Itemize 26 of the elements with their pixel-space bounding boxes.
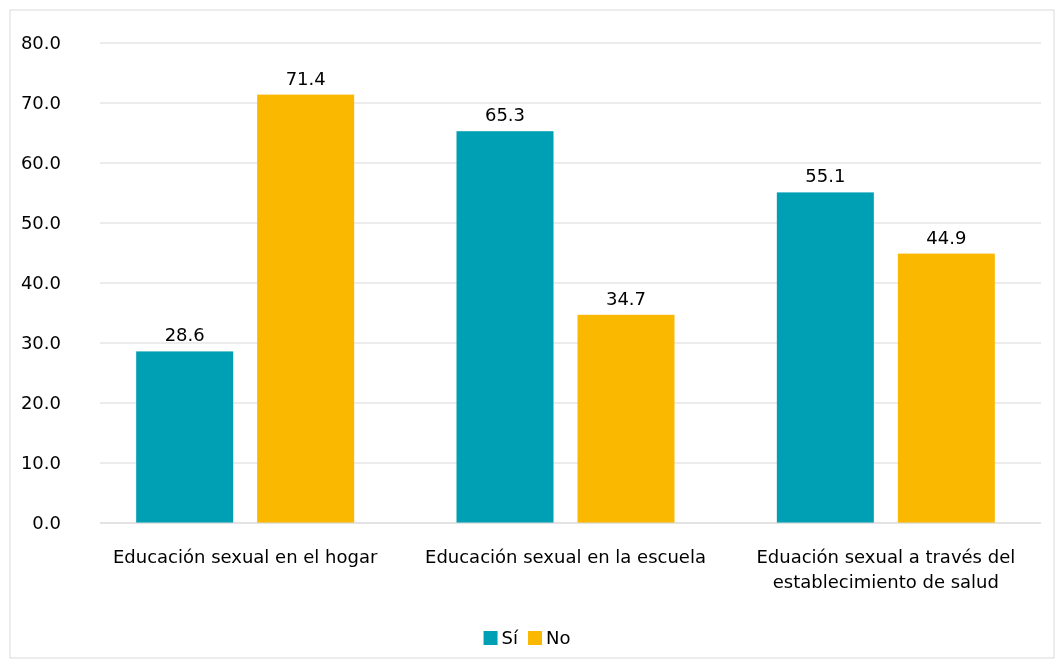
bar <box>577 314 675 523</box>
y-tick-label: 80.0 <box>20 32 61 53</box>
bar <box>776 192 874 523</box>
data-label: 44.9 <box>926 226 967 248</box>
data-label: 71.4 <box>285 67 326 89</box>
data-label: 34.7 <box>605 287 647 309</box>
data-label: 55.1 <box>805 165 846 187</box>
bar <box>897 253 995 523</box>
y-tick-label: 70.0 <box>20 92 61 113</box>
bar <box>257 94 355 523</box>
y-tick-label: 20.0 <box>20 392 61 413</box>
data-label: 65.3 <box>484 104 526 126</box>
y-tick-label: 10.0 <box>20 452 61 473</box>
x-tick-label: Educación sexual en la escuela <box>425 546 706 567</box>
y-tick-label: 0.0 <box>32 512 61 533</box>
x-tick-label: Educación sexual en el hogar <box>112 546 378 567</box>
legend-label: Sí <box>501 627 519 648</box>
y-tick-label: 30.0 <box>20 332 61 353</box>
x-tick-label: Eduación sexual a través del establecimiento de salud <box>756 546 1016 592</box>
y-tick-label: 40.0 <box>20 272 61 293</box>
bar <box>456 131 554 523</box>
y-tick-label: 60.0 <box>20 152 61 173</box>
data-label: 28.6 <box>164 324 205 346</box>
legend-label: No <box>545 627 571 648</box>
bar <box>136 351 234 523</box>
y-tick-label: 50.0 <box>20 212 61 233</box>
